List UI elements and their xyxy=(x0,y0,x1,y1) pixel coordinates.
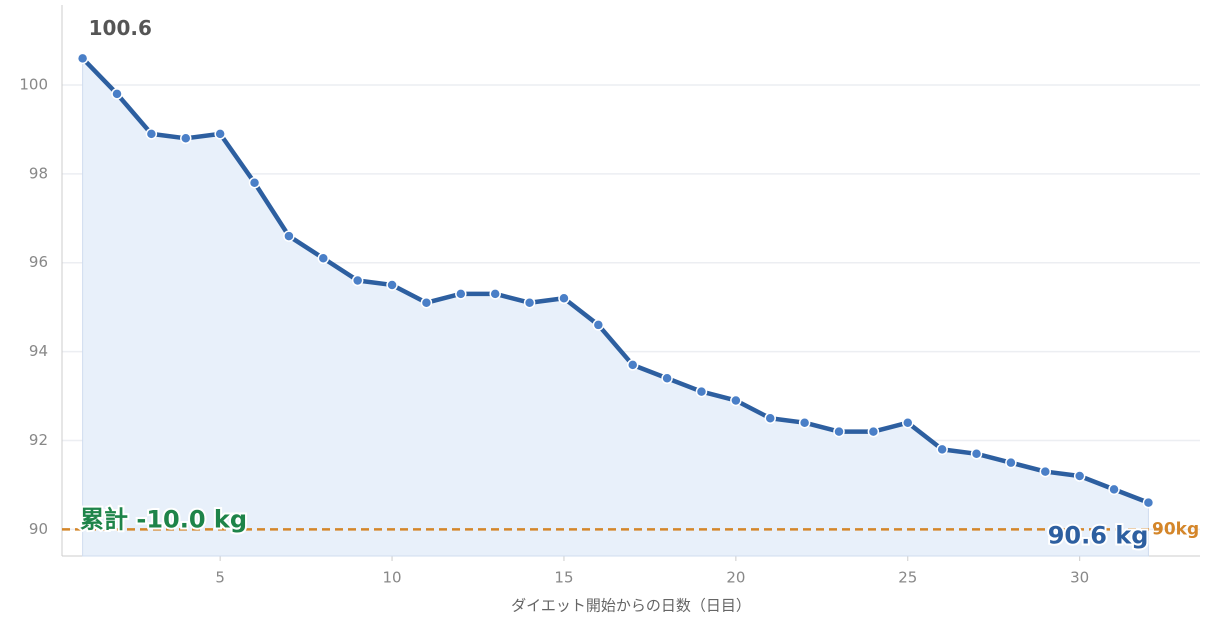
x-tick-label: 20 xyxy=(726,569,745,587)
point xyxy=(523,296,536,309)
x-tick-label: 25 xyxy=(898,569,917,587)
point xyxy=(1108,483,1120,496)
point xyxy=(730,394,742,407)
point xyxy=(626,359,639,371)
point xyxy=(798,416,811,429)
line xyxy=(81,56,1150,505)
target-label: 90kg xyxy=(1152,519,1199,539)
point xyxy=(248,176,261,189)
area xyxy=(82,57,1149,557)
point xyxy=(661,372,673,385)
y-tick-label: 100 xyxy=(19,75,48,93)
y-tick-label: 98 xyxy=(29,164,48,182)
point xyxy=(1073,470,1086,482)
point xyxy=(455,288,467,300)
y-tick-label: 90 xyxy=(29,520,48,538)
point xyxy=(317,252,330,265)
x-tick-label: 30 xyxy=(1070,569,1089,587)
point xyxy=(351,274,364,287)
point xyxy=(867,425,880,438)
point xyxy=(902,416,914,429)
y-tick-label: 92 xyxy=(29,431,48,449)
value-label: 90.6 kg xyxy=(1048,521,1149,549)
point xyxy=(214,128,226,140)
point xyxy=(386,279,398,291)
point xyxy=(592,319,605,331)
point xyxy=(764,412,776,424)
point xyxy=(76,52,89,65)
point xyxy=(180,132,192,145)
x-tick-label: 15 xyxy=(554,569,573,587)
point xyxy=(1142,496,1155,509)
point xyxy=(420,296,433,309)
x-tick-label: 10 xyxy=(383,569,402,587)
point xyxy=(558,292,570,305)
point xyxy=(936,443,948,456)
x-axis-label: ダイエット開始からの日数（日目） xyxy=(511,597,751,615)
y-tick-label: 96 xyxy=(29,253,48,271)
max-label: 100.6 xyxy=(89,16,152,40)
point xyxy=(283,230,295,242)
point xyxy=(833,425,845,438)
point xyxy=(695,385,708,398)
point xyxy=(1005,456,1017,469)
y-tick-label: 94 xyxy=(29,342,48,360)
x-tick-label: 5 xyxy=(215,569,225,587)
point xyxy=(489,288,501,300)
point xyxy=(145,128,158,140)
point xyxy=(1039,465,1052,478)
summary-label: 累計 -10.0 kg xyxy=(80,505,247,533)
point xyxy=(970,448,983,460)
point xyxy=(111,88,123,100)
